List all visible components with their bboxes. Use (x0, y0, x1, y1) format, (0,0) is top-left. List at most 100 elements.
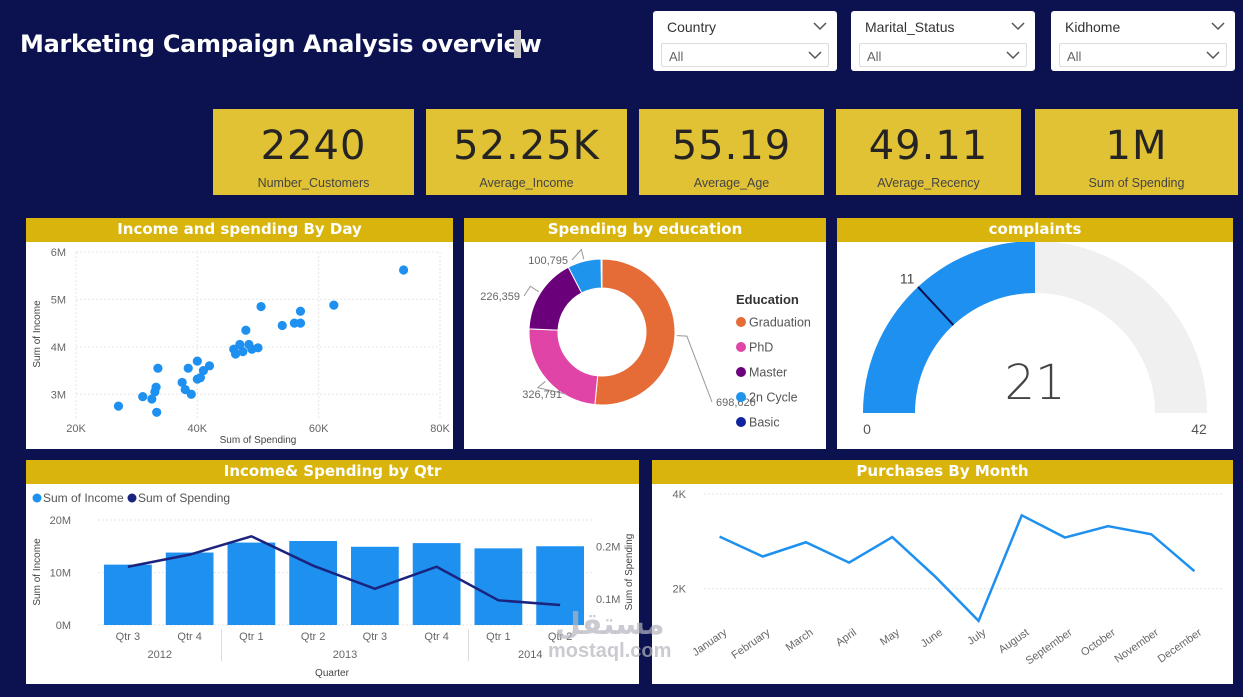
chevron-down-icon[interactable] (1011, 21, 1025, 31)
quarter-title: Income& Spending by Qtr (26, 460, 639, 484)
marital-status-slicer[interactable]: Marital_Status All (851, 11, 1035, 71)
donut-value-label: 100,795 (528, 255, 568, 267)
x-tick-label: Qtr 3 (116, 631, 140, 643)
marital-status-dropdown[interactable]: All (859, 43, 1027, 67)
chevron-down-icon[interactable] (813, 21, 827, 31)
income-bar (474, 548, 523, 625)
donut-leader-line (571, 248, 585, 261)
kpi-card-recency[interactable]: 49.11 AVerage_Recency (836, 109, 1021, 195)
gauge-target-label: 11 (900, 270, 915, 286)
y-axis-title: Sum of Income (32, 538, 43, 606)
x-tick-label: 20K (66, 423, 86, 435)
x-tick-label: September (1024, 626, 1075, 667)
x-axis-title: Sum of Spending (220, 435, 297, 446)
scatter-point (152, 407, 162, 417)
x-tick-label: 40K (188, 423, 208, 435)
country-slicer[interactable]: Country All (653, 11, 837, 71)
country-dropdown-value: All (669, 49, 684, 64)
kpi-label: AVerage_Recency (877, 176, 980, 190)
scatter-point (147, 394, 157, 404)
kpi-card-income[interactable]: 52.25K Average_Income (426, 109, 627, 195)
income-bar (165, 552, 214, 625)
kpi-value: 49.11 (868, 123, 989, 169)
scatter-panel[interactable]: Income and spending By Day 20K 40K 60K 80K 3… (26, 218, 453, 449)
scatter-point (113, 401, 124, 411)
country-dropdown[interactable]: All (661, 43, 829, 67)
marital-status-slicer-label: Marital_Status (865, 19, 955, 35)
scatter-point (186, 389, 196, 399)
y-tick-label: 6M (51, 247, 66, 259)
donut-chart[interactable]: 698,626 326,791 226,359 100,795 Education Gra… (464, 242, 826, 449)
gauge-max-label: 42 (1191, 421, 1207, 437)
x-tick-label: Qtr 1 (239, 631, 263, 643)
quarter-chart[interactable]: Sum of Income Sum of Spending 0M 10M 20M 0.1M… (26, 484, 639, 684)
legend-label: Master (749, 366, 787, 380)
legend-marker (736, 317, 746, 327)
scatter-point (329, 300, 339, 310)
spending-line (127, 534, 561, 607)
kpi-card-spending[interactable]: 1M Sum of Spending (1035, 109, 1238, 195)
legend-label: 2n Cycle (749, 391, 798, 405)
kpi-label: Average_Age (693, 176, 770, 190)
donut-leader-line (676, 335, 713, 403)
kpi-value: 2240 (260, 123, 367, 169)
scatter-point (277, 320, 287, 331)
text-cursor-bar (514, 30, 521, 58)
x-tick-label: Qtr 2 (548, 631, 572, 643)
income-bar (536, 546, 584, 625)
legend-label: Graduation (749, 316, 811, 330)
gauge-min-label: 0 (863, 421, 871, 437)
kpi-card-customers[interactable]: 2240 Number_Customers (213, 109, 414, 195)
legend-label: PhD (749, 341, 773, 355)
x-tick-label: November (1113, 626, 1162, 665)
country-slicer-label: Country (667, 19, 717, 35)
watermark: مستقل mostaql.com (548, 610, 672, 664)
month-panel[interactable]: Purchases By Month 2K 4K January February Ma… (652, 460, 1233, 684)
income-bar (289, 541, 337, 625)
scatter-point (151, 382, 161, 392)
quarter-panel[interactable]: Income& Spending by Qtr Sum of Income Sum… (26, 460, 639, 684)
month-chart[interactable]: 2K 4K January February March April May June July… (652, 484, 1233, 684)
y-axis-title: Sum of Income (32, 300, 43, 368)
x-tick-label: Qtr 3 (363, 631, 387, 643)
scatter-point (399, 265, 409, 275)
scatter-point (192, 356, 202, 366)
scatter-chart[interactable]: 20K 40K 60K 80K 3M 4M 5M 6M Sum of Spending Sum o… (26, 242, 453, 449)
donut-slice (594, 258, 676, 406)
x-tick-label: Qtr 2 (301, 631, 325, 643)
year-label: 2014 (518, 649, 542, 661)
donut-panel[interactable]: Spending by education 698,626 326,791 226,… (464, 218, 826, 449)
donut-value-label: 326,791 (522, 389, 562, 401)
y-tick-label: 0M (56, 620, 71, 632)
x-tick-label: December (1156, 626, 1205, 665)
x-tick-label: Qtr 4 (424, 631, 448, 643)
kidhome-slicer[interactable]: Kidhome All (1051, 11, 1235, 71)
scatter-point (204, 361, 215, 371)
legend-label: Sum of Income (43, 491, 124, 505)
scatter-point (253, 343, 263, 353)
x-tick-label: 60K (309, 423, 329, 435)
legend-label: Basic (749, 416, 780, 430)
kpi-value: 55.19 (671, 123, 792, 169)
income-bar (351, 546, 399, 625)
gauge-panel[interactable]: complaints 11 21 0 42 (837, 218, 1233, 449)
x-tick-label: June (919, 627, 945, 651)
y-tick-label: 20M (50, 515, 71, 527)
legend-label: Sum of Spending (138, 491, 230, 505)
y-tick-label: 2K (673, 584, 687, 596)
kpi-label: Sum of Spending (1088, 176, 1185, 190)
gauge-target-marker (917, 286, 955, 326)
gauge-chart[interactable]: 11 21 0 42 (837, 242, 1233, 449)
x-tick-label: Qtr 4 (177, 631, 201, 643)
y-tick-label: 3M (51, 389, 66, 401)
watermark-latin: mostaql.com (548, 640, 672, 662)
legend-marker (736, 417, 746, 427)
x-tick-label: May (878, 626, 902, 648)
scatter-point (238, 347, 248, 357)
kidhome-dropdown[interactable]: All (1059, 43, 1227, 67)
chevron-down-icon[interactable] (1211, 21, 1225, 31)
donut-value-label: 226,359 (480, 291, 520, 303)
kpi-card-age[interactable]: 55.19 Average_Age (639, 109, 824, 195)
donut-slice (600, 258, 603, 289)
donut-leader-line (523, 285, 540, 297)
